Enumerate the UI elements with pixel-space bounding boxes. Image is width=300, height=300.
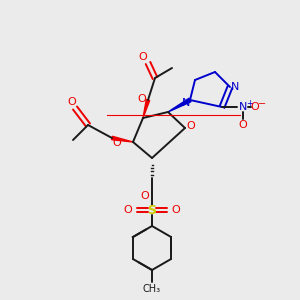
Text: +: + — [247, 98, 254, 107]
Text: O: O — [68, 97, 76, 107]
Text: O: O — [238, 120, 247, 130]
Text: O: O — [141, 191, 149, 201]
Text: O: O — [187, 121, 195, 131]
Text: O: O — [172, 205, 180, 215]
Text: O: O — [139, 52, 147, 62]
Text: N: N — [231, 82, 239, 92]
Text: O: O — [250, 102, 260, 112]
Text: CH₃: CH₃ — [143, 284, 161, 294]
Polygon shape — [143, 100, 150, 118]
Polygon shape — [112, 136, 133, 142]
Polygon shape — [168, 98, 191, 112]
Text: N: N — [182, 98, 190, 108]
Text: S: S — [148, 203, 157, 217]
Text: O: O — [138, 94, 146, 104]
Text: N: N — [239, 102, 247, 112]
Text: O: O — [112, 138, 122, 148]
Text: −: − — [258, 99, 266, 109]
Text: O: O — [124, 205, 132, 215]
